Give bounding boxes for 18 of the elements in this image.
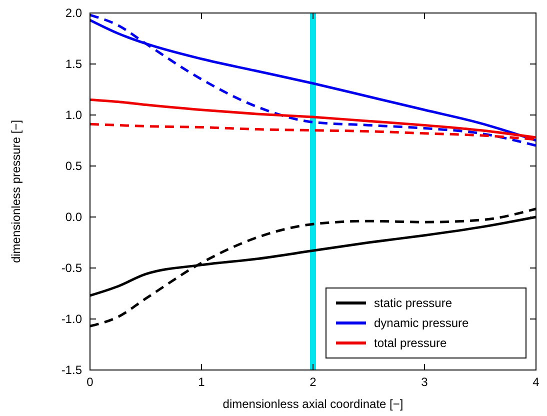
y-tick-label: -1.0: [61, 312, 82, 326]
legend-label: static pressure: [374, 296, 452, 310]
y-tick-label: -0.5: [61, 261, 82, 275]
x-axis-title: dimensionless axial coordinate [−]: [222, 397, 404, 411]
x-tick-label: 0: [86, 375, 94, 389]
x-tick-label: 4: [532, 375, 540, 389]
y-tick-label: 1.5: [65, 57, 82, 71]
y-tick-label: 2.0: [65, 6, 82, 20]
y-axis-title: dimensionless pressure [−]: [9, 120, 23, 264]
y-tick-label: 1.0: [65, 108, 82, 122]
y-tick-label: -1.5: [61, 363, 82, 377]
legend-label: dynamic pressure: [374, 316, 470, 330]
x-tick-label: 3: [421, 375, 428, 389]
x-tick-label: 1: [198, 375, 206, 389]
legend-label: total pressure: [374, 336, 448, 350]
x-tick-label: 2: [310, 375, 317, 389]
y-tick-label: 0.5: [65, 159, 82, 173]
y-tick-label: 0.0: [65, 210, 82, 224]
